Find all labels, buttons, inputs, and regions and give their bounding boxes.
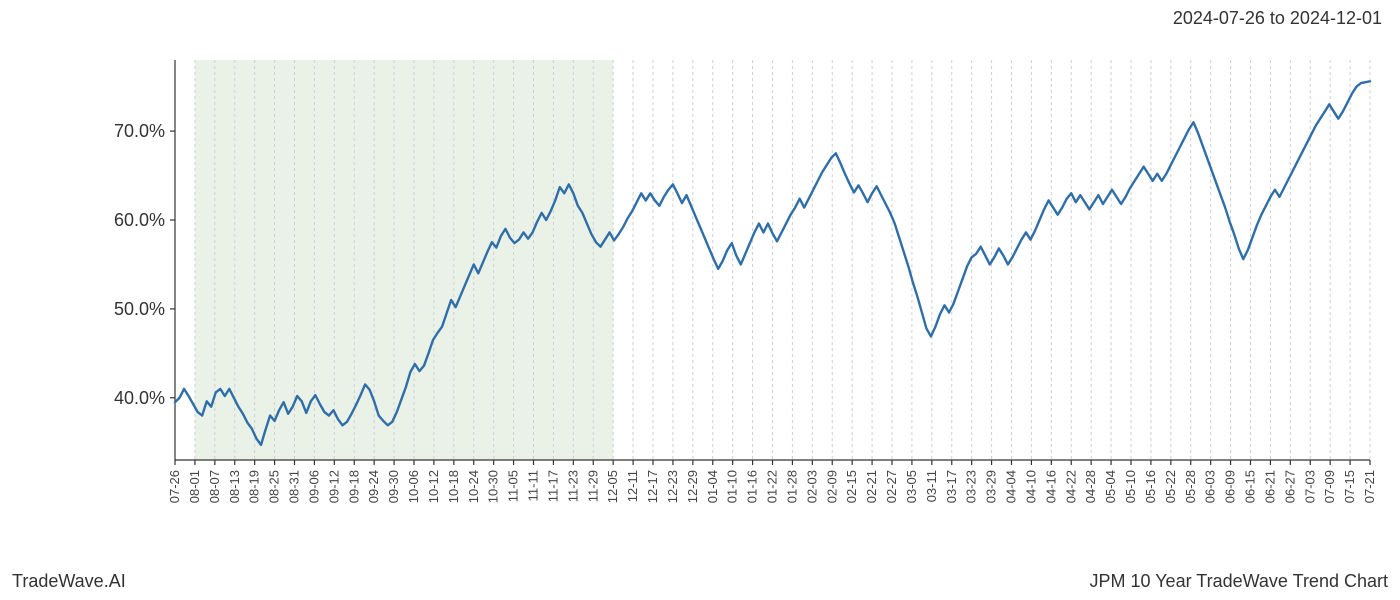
x-tick-label: 09-18 bbox=[346, 470, 361, 503]
chart-area: 40.0% 50.0% 60.0% 70.0% 07-26 08-01 08-07 08-13… bbox=[0, 40, 1400, 560]
x-tick-label: 12-05 bbox=[605, 470, 620, 503]
x-tick-label: 11-17 bbox=[545, 470, 560, 502]
x-tick-label: 05-22 bbox=[1163, 470, 1178, 503]
x-tick-label: 09-12 bbox=[326, 470, 341, 503]
x-tick-label: 12-23 bbox=[665, 470, 680, 503]
x-tick-label: 11-11 bbox=[526, 470, 541, 501]
x-tick-label: 01-28 bbox=[784, 470, 799, 503]
x-tick-label: 08-25 bbox=[267, 470, 282, 503]
x-tick-label: 10-24 bbox=[466, 470, 481, 503]
x-tick-label: 02-03 bbox=[804, 470, 819, 503]
x-tick-label: 06-03 bbox=[1203, 470, 1218, 503]
x-tick-label: 08-01 bbox=[187, 470, 202, 503]
x-tick-label: 05-16 bbox=[1143, 470, 1158, 503]
x-tick-label: 04-04 bbox=[1004, 470, 1019, 503]
date-range-label: 2024-07-26 to 2024-12-01 bbox=[1173, 8, 1382, 29]
x-tick-label: 01-16 bbox=[745, 470, 760, 503]
x-tick-label: 06-21 bbox=[1262, 470, 1277, 503]
x-tick-label: 02-21 bbox=[864, 470, 879, 503]
x-tick-label: 09-30 bbox=[386, 470, 401, 503]
x-tick-label: 03-11 bbox=[924, 470, 939, 502]
x-tick-label: 08-07 bbox=[207, 470, 222, 503]
chart-container: 2024-07-26 to 2024-12-01 40.0% 50.0% 60.0%… bbox=[0, 0, 1400, 600]
x-tick-label: 03-29 bbox=[984, 470, 999, 503]
x-tick-label: 05-28 bbox=[1183, 470, 1198, 503]
chart-title-label: JPM 10 Year TradeWave Trend Chart bbox=[1090, 571, 1389, 592]
line-chart-svg: 40.0% 50.0% 60.0% 70.0% 07-26 08-01 08-07 08-13… bbox=[0, 40, 1400, 560]
x-tick-label: 01-22 bbox=[765, 470, 780, 503]
x-tick-label: 04-22 bbox=[1063, 470, 1078, 503]
x-tick-label: 07-15 bbox=[1342, 470, 1357, 503]
y-tick-label: 60.0% bbox=[114, 210, 165, 230]
x-tick-label: 03-05 bbox=[904, 470, 919, 503]
x-tick-label: 09-06 bbox=[306, 470, 321, 503]
x-tick-label: 01-04 bbox=[705, 470, 720, 503]
x-tick-label: 03-23 bbox=[964, 470, 979, 503]
x-tick-label: 05-04 bbox=[1103, 470, 1118, 503]
x-tick-label: 11-05 bbox=[506, 470, 521, 502]
x-tick-label: 06-27 bbox=[1282, 470, 1297, 503]
x-tick-label: 12-17 bbox=[645, 470, 660, 503]
x-tick-label: 08-19 bbox=[247, 470, 262, 503]
x-tick-label: 01-10 bbox=[725, 470, 740, 503]
x-tick-label: 09-24 bbox=[366, 470, 381, 503]
x-tick-label: 10-06 bbox=[406, 470, 421, 503]
brand-label: TradeWave.AI bbox=[12, 571, 126, 592]
y-tick-label: 70.0% bbox=[114, 121, 165, 141]
x-tick-label: 12-11 bbox=[625, 470, 640, 502]
x-tick-label: 08-13 bbox=[227, 470, 242, 503]
x-tick-label: 07-26 bbox=[167, 470, 182, 503]
x-tick-label: 10-18 bbox=[446, 470, 461, 503]
x-tick-label: 07-21 bbox=[1362, 470, 1377, 503]
x-tick-label: 04-10 bbox=[1023, 470, 1038, 503]
x-tick-label: 07-09 bbox=[1322, 470, 1337, 503]
x-tick-label: 02-27 bbox=[884, 470, 899, 503]
x-tick-label: 10-12 bbox=[426, 470, 441, 503]
x-tick-label: 06-15 bbox=[1243, 470, 1258, 503]
x-tick-label: 02-15 bbox=[844, 470, 859, 503]
x-tick-label: 05-10 bbox=[1123, 470, 1138, 503]
x-tick-label: 12-29 bbox=[685, 470, 700, 503]
x-tick-label: 10-30 bbox=[486, 470, 501, 503]
y-tick-label: 40.0% bbox=[114, 388, 165, 408]
x-tick-label: 11-29 bbox=[585, 470, 600, 502]
x-tick-label: 06-09 bbox=[1223, 470, 1238, 503]
x-tick-label: 11-23 bbox=[565, 470, 580, 502]
x-tick-label: 02-09 bbox=[824, 470, 839, 503]
x-tick-label: 08-31 bbox=[287, 470, 302, 503]
x-tick-label: 04-16 bbox=[1043, 470, 1058, 503]
x-tick-label: 04-28 bbox=[1083, 470, 1098, 503]
y-tick-label: 50.0% bbox=[114, 299, 165, 319]
x-tick-label: 07-03 bbox=[1302, 470, 1317, 503]
x-tick-label: 03-17 bbox=[944, 470, 959, 503]
